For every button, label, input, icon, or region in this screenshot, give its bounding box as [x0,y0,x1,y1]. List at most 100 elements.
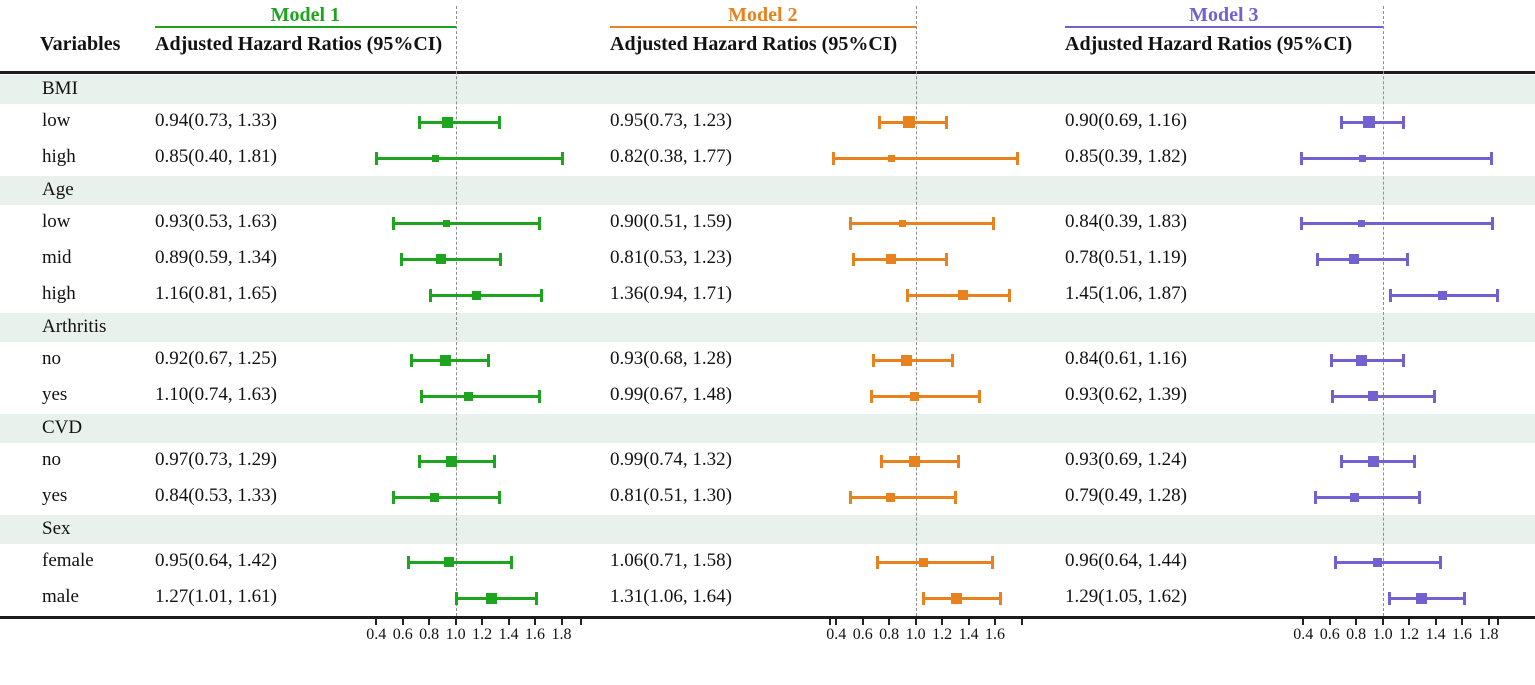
ci-cap-left [418,115,422,129]
group-label: Arthritis [42,315,107,337]
ci-cap-right [499,252,503,266]
point-estimate-marker [1415,592,1427,604]
axis-tick [580,619,583,625]
axis-tick-label: 1.0 [1372,626,1393,643]
ci-interval-line [1315,495,1420,499]
axis-tick [861,619,864,625]
hazard-ratio-text: 0.90(0.69, 1.16) [1065,110,1187,131]
model3-title: Model 3 [1189,4,1259,26]
hazard-ratio-text: 0.94(0.73, 1.33) [155,110,277,131]
axis-tick [967,619,970,625]
ci-cap-left [1316,252,1320,266]
hazard-ratio-text: 0.93(0.53, 1.63) [155,211,277,232]
hazard-ratio-text: 1.36(0.94, 1.71) [610,283,732,304]
ci-interval-line [1317,257,1408,261]
ci-cap-right [561,151,565,165]
hazard-ratio-text: 0.97(0.73, 1.29) [155,449,277,470]
variable-label: yes [42,384,68,405]
group-label: CVD [42,416,83,438]
ci-interval-line [1331,358,1404,362]
point-estimate-marker [1359,154,1367,162]
axis-tick-label: 1.6 [985,626,1006,643]
hazard-ratio-text: 0.84(0.61, 1.16) [1065,348,1187,369]
point-estimate-marker [485,592,497,604]
point-estimate-marker [1372,557,1382,567]
axis-tick-label: 0.4 [366,626,387,643]
axis-tick-label: 1.0 [905,626,926,643]
ci-cap-right [1491,216,1494,230]
hazard-ratio-text: 0.84(0.53, 1.33) [155,485,277,506]
ci-interval-line [1301,221,1493,225]
model1-title: Model 1 [270,4,341,26]
ci-cap-right [1496,288,1500,302]
ci-cap-right [1402,115,1406,129]
point-estimate-marker [885,254,896,264]
group-label: Age [42,178,74,200]
axis-tick-label: 0.4 [826,626,847,643]
axis-tick-label: 1.6 [525,626,546,643]
ci-interval-line [421,394,540,398]
ci-cap-left [849,490,853,504]
ci-cap-left [922,591,926,605]
axis-tick-label: 0.8 [419,626,440,643]
hazard-ratio-text: 0.84(0.39, 1.83) [1065,211,1187,232]
ci-interval-line [877,560,993,564]
ci-cap-right [1463,591,1467,605]
ci-interval-line [850,221,994,225]
ci-cap-left [849,216,853,230]
hazard-ratio-text: 1.16(0.81, 1.65) [155,283,277,304]
group-band [0,176,1535,205]
ci-cap-left [418,454,422,468]
point-estimate-marker [951,592,963,604]
axis-tick [1020,619,1023,625]
ci-cap-right [951,353,955,367]
ci-cap-left [879,454,883,468]
axis-tick [888,619,891,625]
group-band [0,414,1535,443]
point-estimate-marker [888,154,896,162]
point-estimate-marker [442,116,454,128]
ci-interval-line [393,495,500,499]
point-estimate-marker [432,154,440,162]
ci-cap-left [1300,216,1304,230]
ci-cap-left [832,151,836,165]
axis-tick-label: 1.2 [1399,626,1420,643]
ci-interval-line [850,495,956,499]
axis-tick [835,619,838,625]
hazard-ratio-text: 0.95(0.64, 1.42) [155,550,277,571]
point-estimate-marker [444,557,455,567]
hazard-ratio-text: 0.90(0.51, 1.59) [610,211,732,232]
point-estimate-marker [446,455,458,467]
hazard-ratio-text: 0.82(0.38, 1.77) [610,146,732,167]
ci-cap-left [391,216,395,230]
variable-label: low [42,211,71,232]
reference-line-1_0 [1382,6,1384,616]
point-estimate-marker [1350,492,1360,502]
hazard-ratio-text: 0.92(0.67, 1.25) [155,348,277,369]
axis-tick [1496,619,1499,625]
ci-cap-left [870,389,874,403]
axis-tick [994,619,997,625]
ci-cap-right [944,115,948,129]
ci-cap-left [871,353,875,367]
point-estimate-marker [898,219,906,227]
variable-label: male [42,586,79,607]
ci-cap-right [497,490,501,504]
ci-cap-left [1389,288,1393,302]
point-estimate-marker [442,219,450,227]
axis-tick-label: 0.4 [1293,626,1314,643]
point-estimate-marker [900,354,912,366]
axis-tick [914,619,917,625]
point-estimate-marker [1355,354,1367,366]
group-band [0,313,1535,342]
axis-tick-label: 1.8 [1478,626,1499,643]
hazard-ratio-text: 0.85(0.40, 1.81) [155,146,277,167]
hazard-ratio-text: 1.27(1.01, 1.61) [155,586,277,607]
ci-cap-left [419,389,423,403]
point-estimate-marker [958,290,969,300]
point-estimate-marker [464,391,474,401]
axis-tick-label: 1.2 [472,626,493,643]
axis-tick [1302,619,1305,625]
ci-cap-left [878,115,882,129]
ci-cap-right [1412,454,1416,468]
